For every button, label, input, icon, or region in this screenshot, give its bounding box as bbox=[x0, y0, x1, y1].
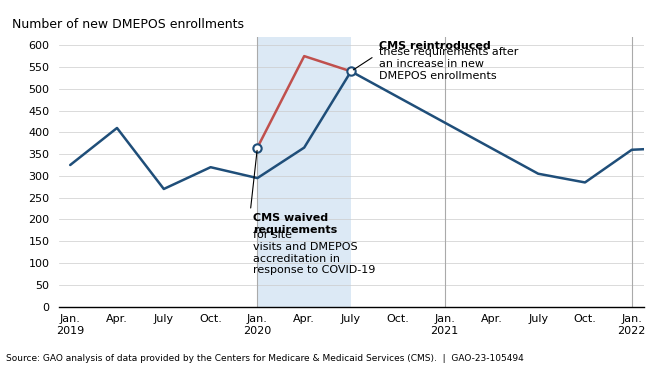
Text: CMS reintroduced: CMS reintroduced bbox=[379, 41, 491, 51]
Text: these requirements after
an increase in new
DMEPOS enrollments: these requirements after an increase in … bbox=[379, 47, 519, 81]
Bar bbox=[257, 36, 351, 307]
Text: CMS waived
requirements: CMS waived requirements bbox=[253, 213, 337, 235]
Text: Number of new DMEPOS enrollments: Number of new DMEPOS enrollments bbox=[12, 18, 244, 31]
Text: for site
visits and DMEPOS
accreditation in
response to COVID-19: for site visits and DMEPOS accreditation… bbox=[253, 230, 375, 275]
Text: Source: GAO analysis of data provided by the Centers for Medicare & Medicaid Ser: Source: GAO analysis of data provided by… bbox=[6, 354, 525, 363]
